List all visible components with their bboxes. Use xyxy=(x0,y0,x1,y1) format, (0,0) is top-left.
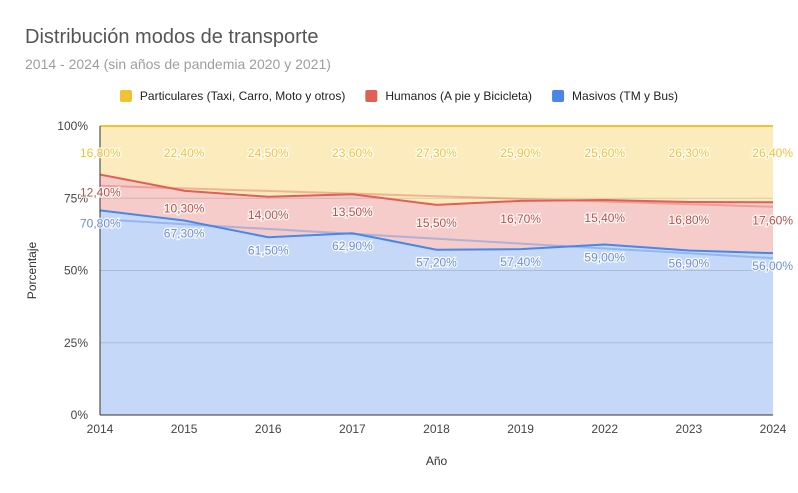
chart-title: Distribución modos de transporte xyxy=(25,26,319,48)
data-label: 12,40% xyxy=(80,186,121,200)
data-label: 17,60% xyxy=(752,213,793,227)
x-tick-label: 2019 xyxy=(507,422,534,436)
data-label: 70,80% xyxy=(80,216,121,230)
data-label: 25,90% xyxy=(500,146,541,160)
data-label: 16,80% xyxy=(669,213,710,227)
x-tick-label: 2015 xyxy=(171,422,198,436)
data-label: 57,40% xyxy=(500,255,541,269)
x-axis-title: Año xyxy=(426,454,448,468)
data-label: 13,50% xyxy=(332,205,373,219)
line-series-0 xyxy=(99,209,774,255)
y-axis-title: Porcentaje xyxy=(25,241,39,299)
data-label: 16,80% xyxy=(80,146,121,160)
x-tick-label: 2018 xyxy=(423,422,450,436)
data-label: 61,50% xyxy=(248,243,289,257)
area-series-0 xyxy=(100,210,773,415)
data-label: 16,70% xyxy=(500,212,541,226)
data-label: 57,20% xyxy=(416,256,457,270)
data-label: 27,30% xyxy=(416,146,457,160)
trendline-series-1 xyxy=(99,184,774,208)
legend-label: Humanos (A pie y Bicicleta) xyxy=(385,89,532,103)
data-label: 10,30% xyxy=(164,202,205,216)
legend-swatch xyxy=(365,90,378,102)
x-tick-label: 2024 xyxy=(760,422,787,436)
chart-subtitle: 2014 - 2024 (sin años de pandemia 2020 y… xyxy=(25,56,331,72)
x-tick-label: 2014 xyxy=(87,422,114,436)
y-tick-label: 0% xyxy=(71,408,89,422)
y-tick-label: 50% xyxy=(64,264,88,278)
legend-label: Particulares (Taxi, Carro, Moto y otros) xyxy=(140,89,345,103)
y-tick-label: 75% xyxy=(64,191,88,205)
x-tick-label: 2023 xyxy=(676,422,703,436)
area-series-2 xyxy=(100,126,773,205)
data-label: 26,40% xyxy=(752,146,793,160)
data-label: 14,00% xyxy=(248,208,289,222)
data-label: 15,40% xyxy=(584,211,625,225)
x-tick-label: 2022 xyxy=(591,422,618,436)
x-tick-label: 2017 xyxy=(339,422,366,436)
data-label: 62,90% xyxy=(332,239,373,253)
data-label: 22,40% xyxy=(164,146,205,160)
data-label: 59,00% xyxy=(584,250,625,264)
data-label: 24,50% xyxy=(248,146,289,160)
data-label: 56,90% xyxy=(669,257,710,271)
data-label: 15,50% xyxy=(416,216,457,230)
legend-label: Masivos (TM y Bus) xyxy=(572,89,678,103)
data-label: 67,30% xyxy=(164,227,205,241)
legend-swatch xyxy=(552,90,565,102)
data-label: 56,00% xyxy=(752,259,793,273)
x-tick-label: 2016 xyxy=(255,422,282,436)
line-series-1 xyxy=(99,173,774,206)
data-label: 26,30% xyxy=(669,146,710,160)
y-tick-label: 100% xyxy=(57,119,88,133)
data-label: 23,60% xyxy=(332,146,373,160)
y-tick-label: 25% xyxy=(64,336,88,350)
data-label: 25,60% xyxy=(584,146,625,160)
area-series-1 xyxy=(100,174,773,254)
legend-swatch xyxy=(119,90,132,102)
